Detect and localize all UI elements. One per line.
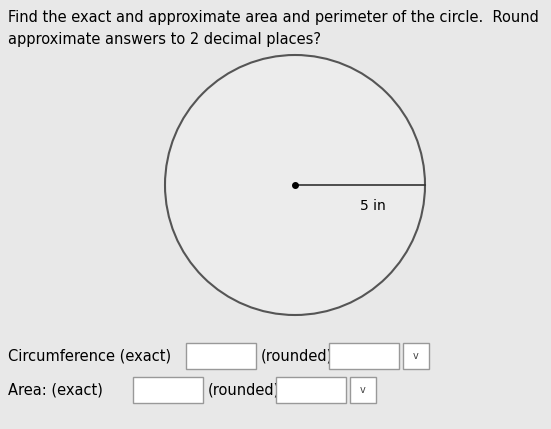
Text: (rounded): (rounded): [261, 348, 333, 363]
FancyBboxPatch shape: [186, 343, 256, 369]
Text: v: v: [413, 351, 419, 361]
Text: v: v: [360, 385, 366, 395]
Circle shape: [165, 55, 425, 315]
FancyBboxPatch shape: [276, 377, 346, 403]
Text: Find the exact and approximate area and perimeter of the circle.  Round: Find the exact and approximate area and …: [8, 10, 539, 25]
FancyBboxPatch shape: [329, 343, 399, 369]
FancyBboxPatch shape: [403, 343, 429, 369]
Text: (rounded): (rounded): [208, 383, 280, 398]
Text: 5 in: 5 in: [360, 199, 386, 213]
Text: approximate answers to 2 decimal places?: approximate answers to 2 decimal places?: [8, 32, 321, 47]
Text: Circumference (exact): Circumference (exact): [8, 348, 171, 363]
FancyBboxPatch shape: [350, 377, 376, 403]
Text: Area: (exact): Area: (exact): [8, 383, 103, 398]
FancyBboxPatch shape: [133, 377, 203, 403]
